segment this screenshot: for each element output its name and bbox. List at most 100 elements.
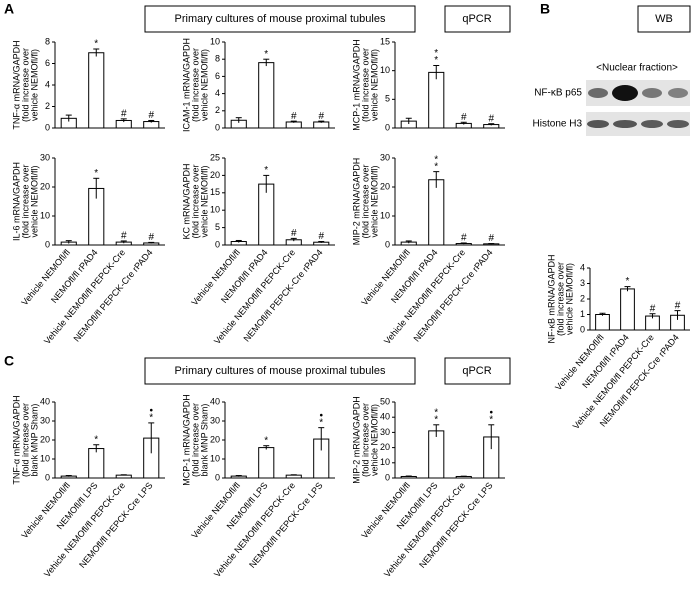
y-axis-label: NF-κB mRNA/GAPDH (546, 254, 556, 343)
significance-marker: # (650, 303, 656, 314)
significance-marker: * (94, 39, 98, 50)
method-label: qPCR (462, 365, 491, 377)
y-tick-label: 30 (380, 427, 390, 437)
y-axis-label: IL-6 mRNA/GAPDH (11, 162, 21, 241)
y-tick-label: 10 (380, 65, 390, 75)
y-axis-label: TNF-α mRNA/GAPDH (11, 40, 21, 129)
significance-marker: # (291, 111, 297, 122)
y-tick-label: 0 (385, 239, 390, 249)
bar (313, 121, 330, 129)
y-axis-label: vehicle NEMOfl/fl) (199, 165, 209, 237)
y-tick-label: 20 (210, 170, 220, 180)
bar (428, 430, 445, 479)
panel-label: C (4, 353, 14, 369)
significance-marker: * (94, 434, 98, 445)
y-tick-label: 4 (45, 79, 50, 89)
significance-marker: # (488, 113, 494, 124)
y-axis-label: KC mRNA/GAPDH (181, 163, 191, 239)
significance-marker: * (434, 414, 438, 425)
blot-band (668, 88, 688, 98)
panel-label: B (540, 1, 550, 17)
y-axis-label: vehicle NEMOfl/fl) (29, 49, 39, 121)
y-axis-label: vehicle NEMOfl/fl) (369, 404, 379, 476)
y-tick-label: 25 (210, 152, 220, 162)
y-axis-label: MCP-1 mRNA/GAPDH (181, 394, 191, 486)
y-axis-label: (fold increase over (360, 403, 370, 477)
blot-label: NF-κB p65 (534, 88, 582, 99)
y-tick-label: 4 (580, 262, 585, 272)
method-box (637, 5, 691, 33)
y-tick-label: 30 (380, 152, 390, 162)
bar (115, 474, 132, 479)
significance-marker: * (434, 48, 438, 59)
y-tick-label: 30 (210, 415, 220, 425)
bar (428, 71, 445, 129)
y-tick-label: 5 (215, 222, 220, 232)
y-tick-label: 20 (40, 181, 50, 191)
y-axis-label: MCP-1 mRNA/GAPDH (351, 39, 361, 131)
y-axis-label: (fold increase over (190, 48, 200, 122)
y-axis-label: (fold increase over (20, 403, 30, 477)
y-tick-label: 10 (210, 205, 220, 215)
y-axis-label: vehicle NEMOfl/fl) (199, 49, 209, 121)
y-tick-label: 5 (385, 94, 390, 104)
x-tick-label: Vehicle NEMOfl/fl (189, 247, 242, 307)
bar (258, 183, 275, 246)
bar (595, 314, 610, 331)
y-tick-label: 15 (380, 36, 390, 46)
significance-marker: * (434, 154, 438, 165)
y-axis-label: vehicle NEMOfl/fl) (564, 263, 574, 335)
y-tick-label: 30 (40, 152, 50, 162)
y-tick-label: 10 (40, 210, 50, 220)
bar (88, 448, 105, 479)
significance-marker: * (489, 414, 493, 425)
y-axis-label: (fold increase over (20, 164, 30, 238)
y-tick-label: 10 (210, 453, 220, 463)
blot-band (588, 88, 608, 98)
y-axis-label: MIP-2 mRNA/GAPDH (351, 396, 361, 484)
significance-marker: * (149, 413, 153, 424)
significance-marker: # (461, 112, 467, 123)
y-tick-label: 30 (40, 415, 50, 425)
y-tick-label: 2 (580, 293, 585, 303)
significance-marker: # (461, 233, 467, 244)
significance-marker: # (675, 300, 681, 311)
y-tick-label: 0 (385, 472, 390, 482)
y-tick-label: 10 (40, 453, 50, 463)
y-tick-label: 6 (45, 58, 50, 68)
significance-marker: • (319, 410, 323, 421)
significance-marker: * (434, 407, 438, 418)
bar (285, 121, 302, 129)
bar (620, 288, 635, 331)
y-tick-label: 40 (380, 412, 390, 422)
bar (258, 62, 275, 129)
panel-header: Primary cultures of mouse proximal tubul… (175, 365, 386, 377)
significance-marker: * (319, 417, 323, 428)
y-tick-label: 0 (215, 122, 220, 132)
significance-marker: # (318, 111, 324, 122)
significance-marker: # (121, 109, 127, 120)
blot-band (587, 120, 609, 128)
y-tick-label: 40 (210, 396, 220, 406)
bar (88, 52, 105, 129)
x-tick-label: Vehicle NEMOfl/fl (359, 480, 412, 540)
x-tick-label: Vehicle NEMOfl/fl (19, 247, 72, 307)
y-tick-label: 20 (380, 181, 390, 191)
method-label: qPCR (462, 13, 491, 25)
y-tick-label: 1 (580, 309, 585, 319)
method-box (444, 5, 511, 33)
significance-marker: # (121, 231, 127, 242)
y-tick-label: 20 (40, 434, 50, 444)
significance-marker: * (94, 168, 98, 179)
y-axis-label: TNF-α mRNA/GAPDH (11, 395, 21, 484)
y-tick-label: 10 (380, 210, 390, 220)
significance-marker: * (264, 165, 268, 176)
header-box (144, 5, 416, 33)
y-tick-label: 8 (45, 36, 50, 46)
y-tick-label: 0 (385, 122, 390, 132)
significance-marker: * (626, 276, 630, 287)
x-tick-label: Vehicle NEMOfl/fl (359, 247, 412, 307)
y-tick-label: 40 (40, 396, 50, 406)
significance-marker: * (264, 49, 268, 60)
